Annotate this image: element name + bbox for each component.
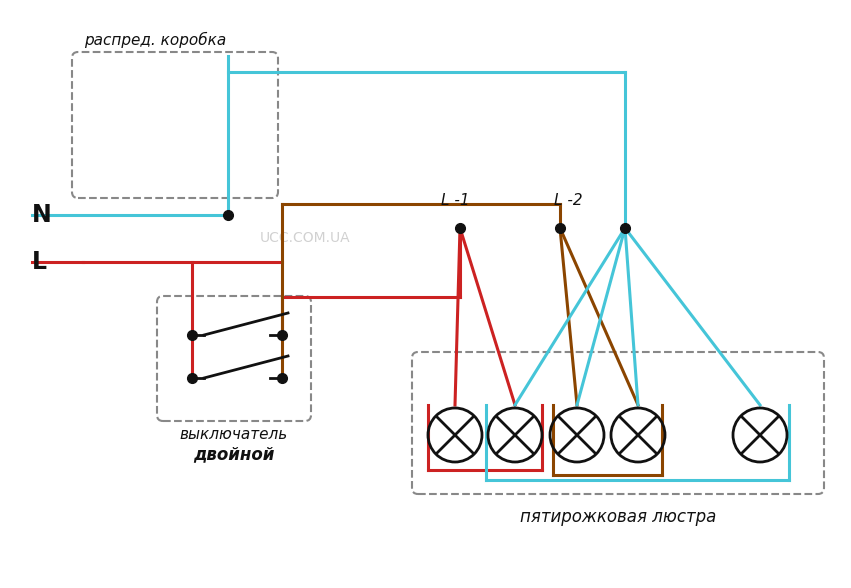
Text: UCC.COM.UA: UCC.COM.UA	[260, 231, 351, 245]
Text: пятирожковая люстра: пятирожковая люстра	[520, 508, 717, 526]
Text: L: L	[32, 250, 47, 274]
Text: выключатель: выключатель	[180, 427, 288, 442]
Text: L -2: L -2	[554, 193, 582, 208]
Text: распред. коробка: распред. коробка	[84, 32, 226, 48]
Text: L -1: L -1	[441, 193, 469, 208]
Text: N: N	[32, 203, 52, 227]
Text: двойной: двойной	[193, 445, 275, 463]
